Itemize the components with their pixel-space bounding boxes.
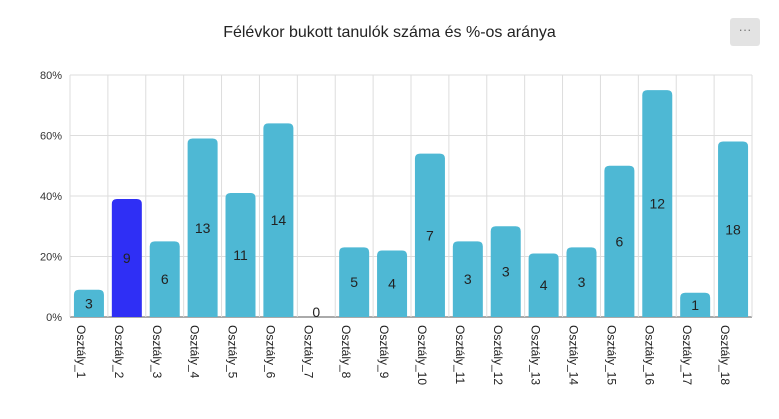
bar — [642, 90, 673, 317]
bar-data-label: 3 — [578, 274, 586, 290]
x-tick-label: Osztály_12 — [491, 325, 505, 385]
x-tick-label: Osztály_14 — [567, 325, 581, 385]
bar-data-label: 3 — [85, 295, 93, 311]
bar — [339, 247, 370, 317]
bar — [377, 250, 408, 317]
bar — [604, 165, 635, 317]
bar — [566, 247, 597, 317]
x-tick-label: Osztály_8 — [339, 325, 353, 379]
bar-data-label: 0 — [312, 304, 320, 320]
x-tick-label: Osztály_18 — [718, 325, 732, 385]
x-tick-label: Osztály_17 — [680, 325, 694, 385]
bar-data-label: 18 — [725, 221, 741, 237]
y-tick-label: 40% — [40, 191, 62, 203]
chart-title: Félévkor bukott tanulók száma és %-os ar… — [223, 24, 556, 41]
y-tick-label: 0% — [46, 312, 62, 324]
bar-data-label: 3 — [502, 264, 510, 280]
bar-data-label: 14 — [271, 212, 287, 228]
bar — [452, 241, 483, 317]
y-tick-label: 80% — [40, 70, 62, 82]
chart-menu-button[interactable]: ··· — [730, 18, 760, 46]
bar-data-label: 7 — [426, 227, 434, 243]
y-tick-label: 20% — [40, 252, 62, 264]
x-tick-label: Osztály_13 — [529, 325, 543, 385]
bar — [718, 141, 749, 317]
x-tick-label: Osztály_6 — [263, 325, 277, 379]
bar-data-label: 3 — [464, 271, 472, 287]
bar — [73, 289, 104, 317]
x-tick-label: Osztály_5 — [226, 325, 240, 379]
x-tick-label: Osztály_7 — [301, 325, 315, 379]
x-tick-label: Osztály_15 — [604, 325, 618, 385]
y-tick-label: 60% — [40, 131, 62, 143]
x-tick-label: Osztály_1 — [74, 325, 88, 379]
bar — [187, 138, 218, 317]
x-tick-label: Osztály_10 — [415, 325, 429, 385]
bar — [528, 253, 559, 317]
bar — [111, 199, 142, 317]
bar — [414, 153, 445, 317]
bar-data-label: 4 — [388, 276, 396, 292]
x-tick-label: Osztály_2 — [112, 325, 126, 379]
bar-data-label: 6 — [615, 233, 623, 249]
bar-data-label: 1 — [691, 297, 699, 313]
bar-data-label: 6 — [161, 271, 169, 287]
bar — [149, 241, 180, 317]
bar-data-label: 12 — [649, 196, 665, 212]
x-tick-label: Osztály_3 — [150, 325, 164, 379]
x-tick-label: Osztály_16 — [642, 325, 656, 385]
x-tick-label: Osztály_9 — [377, 325, 391, 379]
bar — [680, 292, 711, 317]
x-tick-label: Osztály_11 — [453, 325, 467, 384]
bar — [225, 192, 256, 317]
bar-data-label: 9 — [123, 250, 131, 266]
bar — [490, 226, 521, 317]
bar-data-label: 4 — [540, 277, 548, 293]
bar-data-label: 5 — [350, 274, 358, 290]
bar-data-label: 11 — [233, 247, 248, 263]
x-tick-label: Osztály_4 — [188, 325, 202, 379]
bar — [263, 123, 294, 318]
bar-data-label: 13 — [195, 220, 211, 236]
